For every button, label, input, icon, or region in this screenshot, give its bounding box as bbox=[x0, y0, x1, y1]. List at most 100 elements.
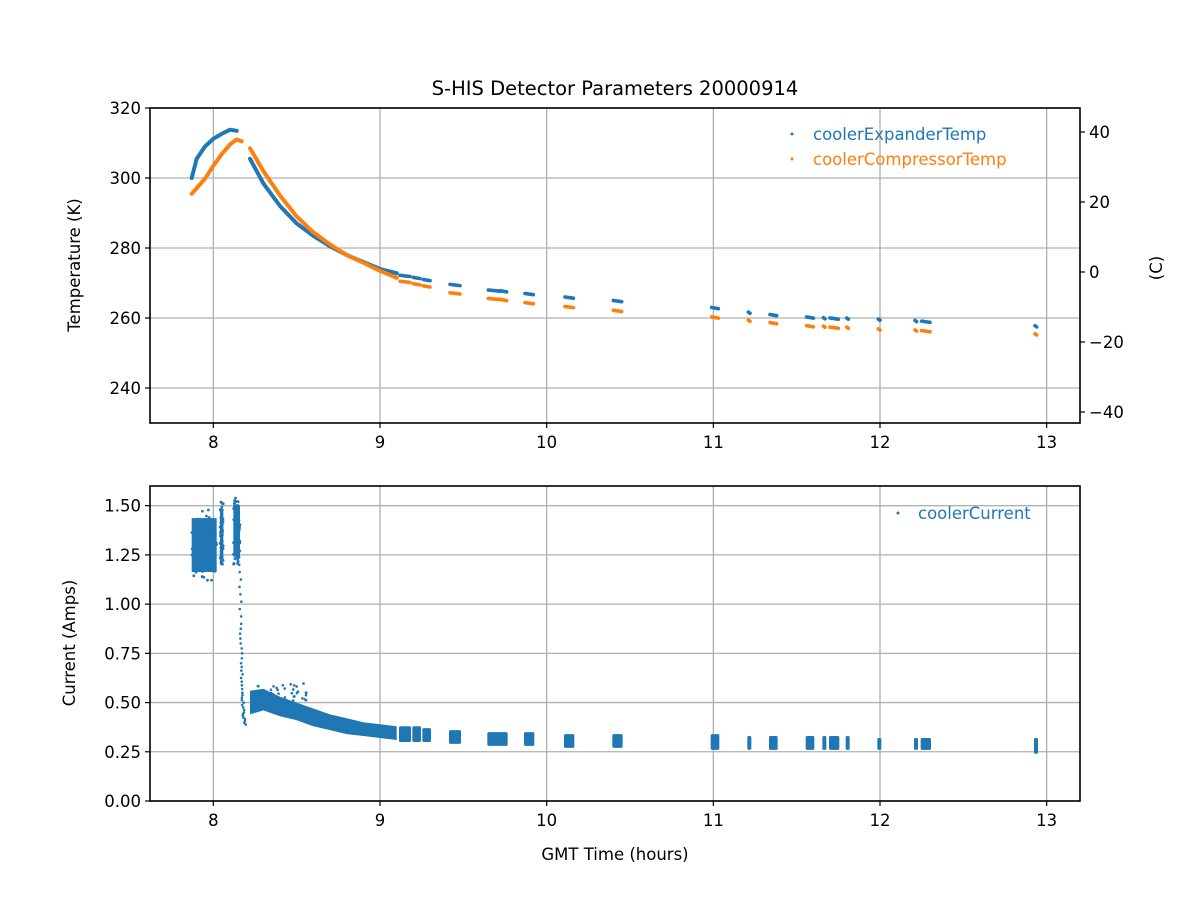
data-point-cluster bbox=[804, 315, 816, 320]
data-point-cluster bbox=[877, 738, 882, 750]
series-coolerCurrent bbox=[190, 496, 1038, 754]
data-point bbox=[212, 551, 216, 555]
data-point bbox=[201, 509, 204, 513]
data-point bbox=[204, 514, 208, 518]
data-point-cluster bbox=[828, 325, 841, 331]
data-point bbox=[190, 531, 194, 534]
bottom-y-tick-label: 1.00 bbox=[104, 595, 141, 614]
data-point bbox=[196, 517, 200, 521]
data-point bbox=[239, 578, 243, 581]
bottom-x-axis-label: GMT Time (hours) bbox=[541, 845, 688, 864]
data-point bbox=[218, 541, 222, 545]
data-point-cluster bbox=[448, 290, 462, 296]
data-point-cluster bbox=[844, 325, 851, 331]
data-point-cluster bbox=[768, 312, 779, 318]
data-point bbox=[240, 669, 243, 672]
top-y-tick-label: 300 bbox=[110, 169, 142, 188]
data-point bbox=[258, 701, 262, 704]
data-point bbox=[239, 622, 243, 626]
bottom-x-tick-label: 8 bbox=[208, 811, 219, 830]
top-right-y-tick-label: 40 bbox=[1089, 123, 1110, 142]
data-point bbox=[204, 557, 208, 561]
data-point bbox=[197, 534, 201, 538]
data-point bbox=[295, 685, 298, 688]
data-point bbox=[220, 539, 224, 543]
data-point bbox=[239, 637, 242, 640]
data-point bbox=[233, 513, 237, 517]
legend-marker-cooler-current bbox=[896, 511, 900, 515]
data-point bbox=[237, 535, 241, 539]
data-point bbox=[239, 627, 243, 631]
data-point bbox=[221, 547, 225, 551]
data-point bbox=[233, 557, 237, 561]
data-point bbox=[207, 569, 210, 573]
data-point-cluster bbox=[1033, 323, 1039, 329]
data-point bbox=[210, 556, 214, 560]
bottom-x-tick-label: 12 bbox=[870, 811, 891, 830]
data-point-cluster bbox=[498, 297, 509, 303]
data-point bbox=[234, 554, 238, 557]
chart-title: S-HIS Detector Parameters 20000914 bbox=[432, 77, 799, 100]
data-point bbox=[275, 686, 278, 690]
data-point bbox=[237, 504, 240, 507]
data-point bbox=[219, 516, 223, 519]
data-point bbox=[264, 699, 268, 703]
data-point-cluster bbox=[421, 277, 432, 283]
data-point bbox=[221, 529, 225, 533]
data-point bbox=[213, 569, 217, 573]
bottom-data-points bbox=[190, 496, 1038, 754]
top-right-y-tick-label: 0 bbox=[1089, 263, 1100, 282]
data-point-cluster bbox=[709, 305, 721, 311]
top-right-y-tick-label: −20 bbox=[1089, 333, 1124, 352]
data-point bbox=[302, 682, 305, 685]
data-point bbox=[237, 541, 241, 544]
data-point-cluster bbox=[804, 323, 816, 329]
data-point-cluster bbox=[844, 316, 851, 322]
data-point-cluster bbox=[920, 738, 931, 750]
data-point bbox=[296, 690, 300, 693]
data-trace bbox=[189, 127, 239, 180]
data-point-cluster bbox=[523, 291, 536, 297]
data-point bbox=[219, 560, 223, 564]
data-point bbox=[219, 546, 223, 550]
bottom-ticks: 8 9 10 11 12 13 0.00 0.25 0.50 0.75 1.00 1.25 1.50 bbox=[104, 497, 1057, 830]
bottom-y-tick-label: 0.25 bbox=[104, 743, 141, 762]
data-point bbox=[237, 548, 241, 552]
data-point bbox=[239, 661, 243, 665]
top-right-y-tick-label: 20 bbox=[1089, 193, 1110, 212]
data-point bbox=[221, 533, 224, 537]
data-point bbox=[279, 700, 283, 704]
data-point bbox=[240, 647, 244, 650]
data-point bbox=[206, 508, 210, 512]
data-point bbox=[240, 698, 244, 702]
data-point-cluster bbox=[612, 734, 623, 748]
data-point bbox=[236, 529, 240, 533]
data-point bbox=[236, 514, 240, 517]
top-x-tick-label: 11 bbox=[703, 433, 724, 452]
data-point bbox=[282, 700, 286, 704]
data-point bbox=[219, 549, 223, 553]
data-point bbox=[198, 569, 201, 573]
data-point bbox=[257, 690, 260, 694]
top-y-tick-label: 260 bbox=[110, 309, 142, 328]
data-point-cluster bbox=[611, 308, 624, 314]
data-point bbox=[237, 511, 240, 515]
data-point bbox=[207, 566, 211, 570]
data-band bbox=[250, 688, 397, 740]
data-point-cluster bbox=[523, 300, 536, 306]
top-x-tick-label: 12 bbox=[870, 433, 891, 452]
temperature-chart: 8 9 10 11 12 13 240 260 280 300 320 −40 −20 0 20 40 S-H… bbox=[65, 77, 1166, 452]
data-point bbox=[238, 523, 242, 527]
data-point-cluster bbox=[487, 732, 501, 746]
data-point-cluster bbox=[805, 736, 815, 750]
bottom-y-tick-label: 0.50 bbox=[104, 694, 141, 713]
data-point bbox=[204, 524, 208, 528]
data-point bbox=[201, 570, 204, 573]
data-point bbox=[232, 541, 235, 545]
data-point bbox=[219, 524, 223, 527]
data-point-cluster bbox=[611, 298, 624, 304]
data-point bbox=[238, 607, 242, 611]
data-point bbox=[200, 523, 204, 527]
data-point-cluster bbox=[876, 317, 882, 323]
data-point bbox=[220, 556, 224, 560]
